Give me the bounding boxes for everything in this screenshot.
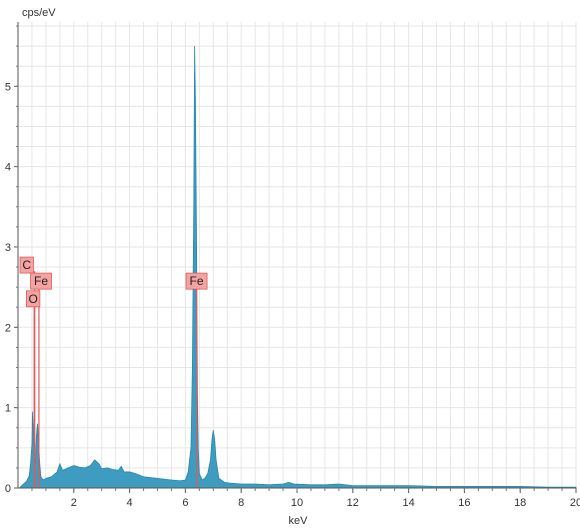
spectrum-series <box>18 46 577 489</box>
y-tick-label: 4 <box>5 162 11 174</box>
y-tick-label: 0 <box>5 483 11 495</box>
x-tick-label: 12 <box>347 497 359 509</box>
peak-label: Fe <box>190 274 204 288</box>
y-tick-label: 3 <box>5 242 11 254</box>
x-tick-label: 6 <box>182 497 188 509</box>
peak-label: O <box>28 292 37 306</box>
grid-lines <box>18 22 577 488</box>
peak-label-box <box>25 290 41 308</box>
x-tick-label: 14 <box>402 497 414 509</box>
y-tick-label: 2 <box>5 322 11 334</box>
x-tick-label: 2 <box>71 497 77 509</box>
peak-label: C <box>22 258 31 272</box>
peak-label: Fe <box>34 274 48 288</box>
x-axis-title: keV <box>289 515 309 527</box>
y-tick-label: 5 <box>5 81 11 93</box>
peak-label-box <box>30 272 52 290</box>
x-tick-label: 20 <box>570 497 580 509</box>
x-tick-label: 10 <box>291 497 303 509</box>
spectrum-area <box>18 46 577 489</box>
x-tick-label: 8 <box>238 497 244 509</box>
peak-label-box <box>19 256 34 274</box>
x-tick-label: 4 <box>127 497 133 509</box>
x-tick-label: 18 <box>514 497 526 509</box>
peak-label-box <box>185 272 208 290</box>
y-tick-label: 1 <box>5 403 11 415</box>
x-tick-label: 16 <box>458 497 470 509</box>
y-axis-title: cps/eV <box>22 7 56 19</box>
